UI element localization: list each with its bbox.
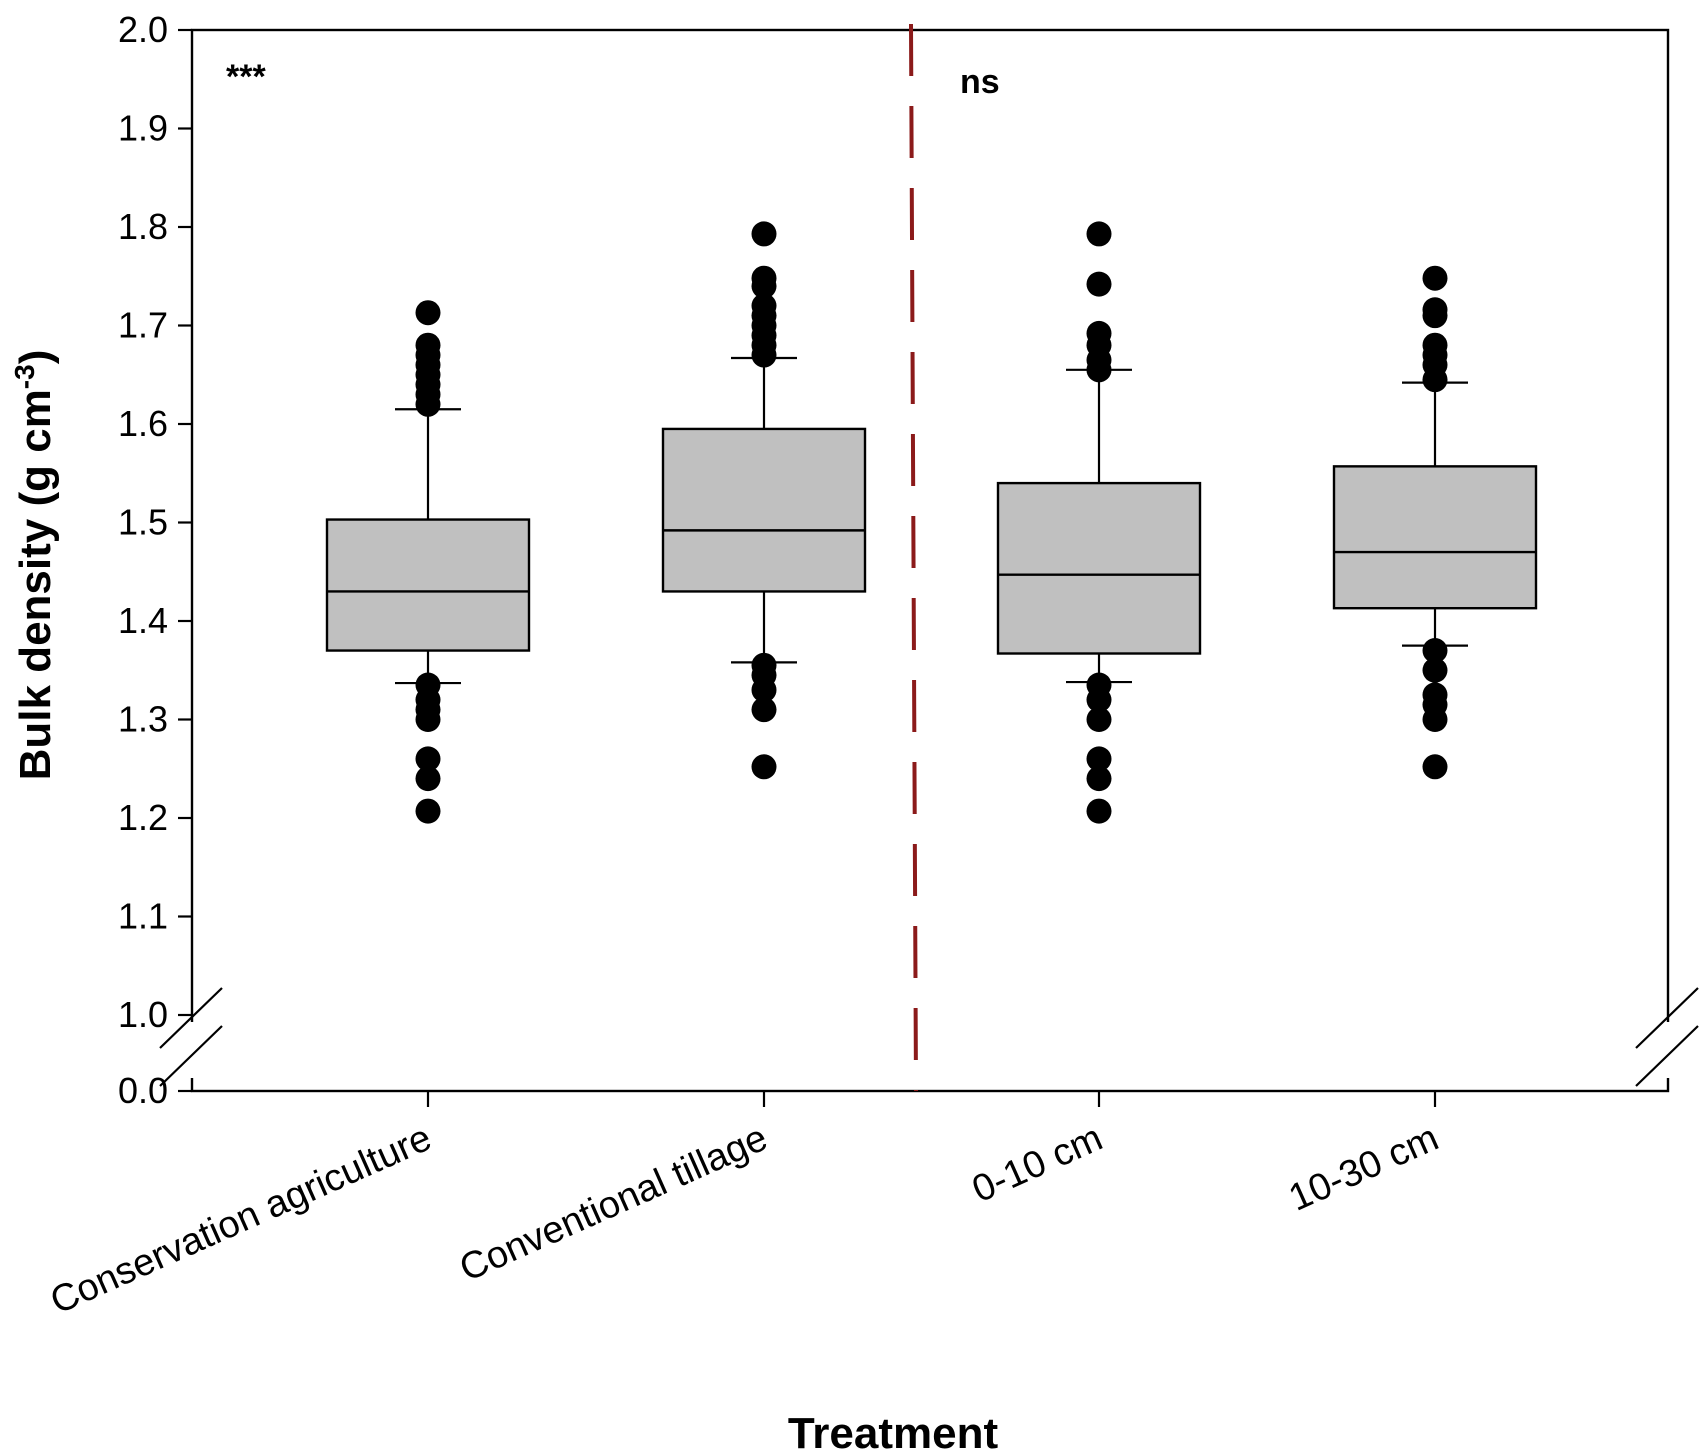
outlier-point — [1422, 367, 1448, 393]
y-tick-label: 1.9 — [118, 108, 168, 149]
outlier-point — [751, 697, 777, 723]
left-axis-break-gap — [184, 1022, 200, 1078]
left-axis-break-mark — [159, 987, 223, 1049]
right-axis-break-gap — [1660, 1022, 1676, 1078]
y-tick-label: 1.6 — [118, 403, 168, 444]
outlier-point — [751, 221, 777, 247]
outlier-point — [1086, 798, 1112, 824]
x-category-label: 10-30 cm — [1283, 1117, 1445, 1220]
y-tick-label: 1.8 — [118, 206, 168, 247]
y-tick-label: 1.2 — [118, 797, 168, 838]
axes-layer — [159, 23, 1699, 1107]
outlier-point — [1422, 657, 1448, 683]
right-axis-break-mark — [1635, 1025, 1699, 1087]
x-category-label: Conventional tillage — [454, 1117, 774, 1290]
x-category-label: 0-10 cm — [966, 1117, 1108, 1211]
outlier-point — [1422, 707, 1448, 732]
outlier-point — [415, 798, 441, 824]
iqr-box — [996, 481, 1202, 655]
y-tick-label: 0.0 — [118, 1070, 168, 1111]
outlier-point — [415, 766, 441, 792]
outlier-point — [1422, 265, 1448, 291]
outlier-point — [415, 300, 441, 326]
y-axis-title-main: Bulk density (g cm — [11, 389, 60, 780]
outlier-point — [1086, 271, 1112, 297]
y-axis-title: Bulk density (g cm-3) — [9, 350, 60, 781]
label-layer: *** ns Treatment Bulk density (g cm-3) 2… — [9, 9, 1445, 1456]
x-category-label: Conservation agriculture — [44, 1117, 437, 1323]
left-axis-break-mark — [159, 1025, 223, 1087]
y-tick-label: 2.0 — [118, 9, 168, 50]
outlier-point — [1422, 638, 1448, 664]
box-layer — [325, 221, 1538, 824]
y-tick-label: 1.1 — [118, 896, 168, 937]
y-tick-label: 1.7 — [118, 305, 168, 346]
iqr-box — [325, 518, 531, 652]
x-axis-title: Treatment — [788, 1409, 999, 1456]
outlier-point — [415, 746, 441, 772]
outlier-point — [1086, 687, 1112, 713]
outlier-point — [751, 273, 777, 299]
outlier-point — [1086, 746, 1112, 772]
iqr-box — [661, 427, 867, 593]
outlier-point — [751, 342, 777, 368]
outlier-point — [415, 391, 441, 417]
outlier-point — [1422, 754, 1448, 780]
outlier-point — [1086, 707, 1112, 732]
outlier-point — [751, 677, 777, 703]
plot-frame — [190, 28, 1670, 1093]
y-tick-label: 1.3 — [118, 699, 168, 740]
outlier-point — [751, 754, 777, 780]
y-axis-title-close: ) — [11, 350, 60, 365]
significance-annotation-left: *** — [226, 58, 266, 96]
y-axis-title-superscript: -3 — [9, 364, 40, 389]
outlier-point — [1086, 221, 1112, 247]
y-tick-label: 1.0 — [118, 994, 168, 1035]
y-tick-label: 1.4 — [118, 600, 168, 641]
significance-annotation-right: ns — [960, 63, 1000, 101]
group-divider-line — [909, 23, 918, 1092]
iqr-box — [1332, 465, 1538, 610]
right-axis-break-mark — [1635, 987, 1699, 1049]
outlier-point — [1086, 766, 1112, 792]
outlier-point — [1086, 357, 1112, 383]
y-tick-label: 1.5 — [118, 502, 168, 543]
outlier-point — [415, 707, 441, 732]
outlier-point — [1422, 303, 1448, 329]
